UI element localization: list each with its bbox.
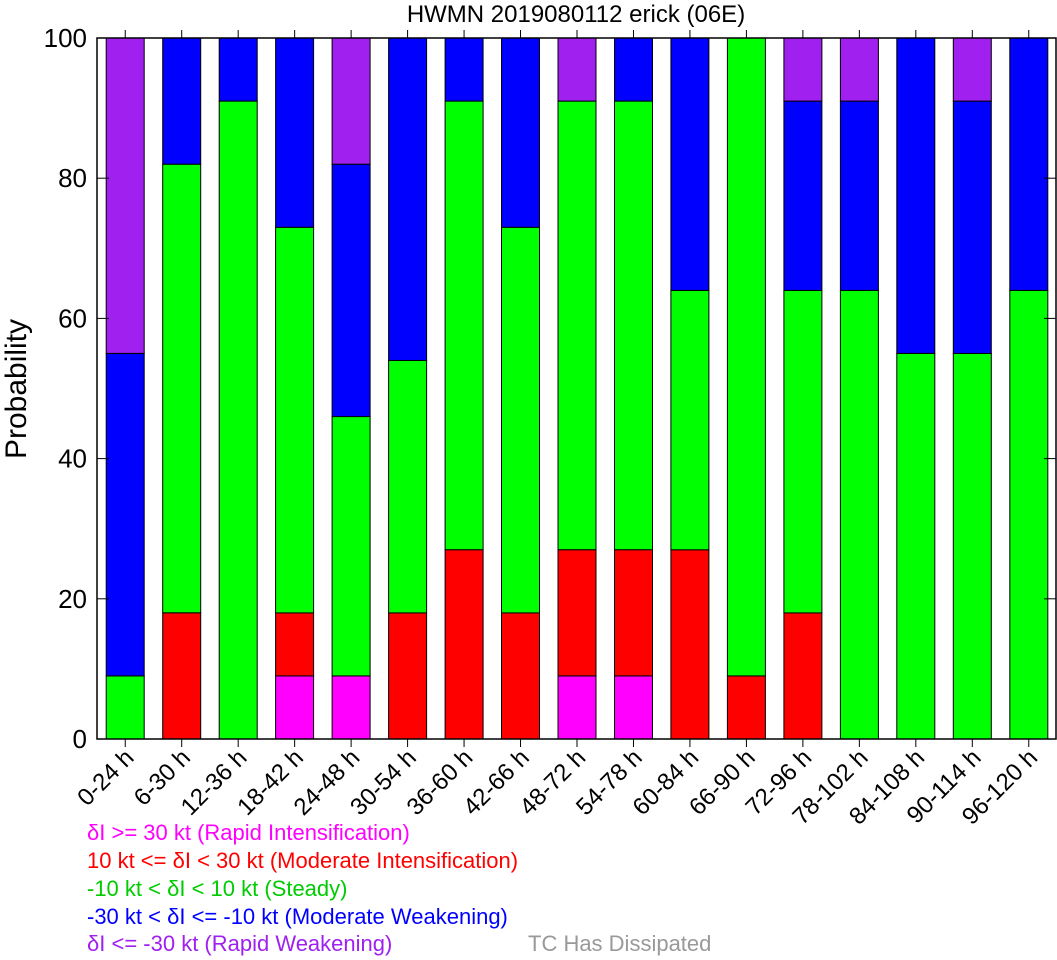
- bar-segment-42-66h-s1: [501, 612, 540, 740]
- bar-segment-24-48h-s4: [331, 37, 371, 165]
- bar-segment-12-36h-s3: [218, 37, 258, 102]
- bar-segment-48-72h-s1: [557, 549, 597, 677]
- chart-title: HWMN 2019080112 erick (06E): [407, 1, 745, 28]
- bar-segment-72-96h-s4: [783, 37, 823, 102]
- legend-rapid-weakening: δI <= -30 kt (Rapid Weakening): [87, 931, 393, 956]
- bar-segment-84-108h-s2: [896, 352, 936, 740]
- bar-segment-78-102h-s3: [839, 100, 879, 291]
- bar-segment-36-60h-s1: [444, 549, 484, 740]
- x-tick-label: 0-24 h: [72, 744, 139, 811]
- bar-segment-42-66h-s3: [501, 37, 540, 228]
- bar-segment-60-84h-s2: [670, 289, 710, 551]
- y-tick-label: 60: [58, 303, 87, 333]
- bar-segment-72-96h-s3: [783, 100, 823, 291]
- bar-segment-6-30h-s2: [162, 163, 202, 614]
- bar-segment-24-48h-s3: [331, 163, 371, 418]
- bar-segment-18-42h-s1: [275, 612, 315, 677]
- bar-segment-96-120h-s3: [1009, 37, 1049, 291]
- y-tick-label: 40: [58, 444, 87, 474]
- bar-segment-72-96h-s2: [783, 289, 823, 614]
- bar-segment-60-84h-s1: [670, 549, 710, 740]
- bar-segment-66-90h-s1: [726, 675, 766, 740]
- bar-segment-36-60h-s2: [444, 100, 484, 551]
- y-tick-label: 0: [73, 724, 87, 754]
- bar-segment-24-48h-s0: [331, 675, 371, 740]
- bar-segment-30-54h-s3: [388, 37, 428, 361]
- y-axis-label: Probability: [0, 319, 33, 459]
- bar-segment-12-36h-s2: [218, 100, 258, 740]
- plot-frame: [96, 37, 1057, 740]
- bar-segment-18-42h-s3: [275, 37, 315, 228]
- axes-group: 0 20 40 60 80 100: [44, 23, 1057, 754]
- legend-tc-dissipated: TC Has Dissipated: [528, 931, 712, 956]
- bar-segment-48-72h-s2: [557, 100, 597, 551]
- bar-segment-6-30h-s3: [162, 37, 202, 165]
- legend-moderate-weakening: -30 kt < δI <= -10 kt (Moderate Weakenin…: [87, 904, 508, 929]
- bar-segment-48-72h-s0: [557, 675, 597, 740]
- bar-segment-6-30h-s1: [162, 612, 202, 740]
- bar-segment-54-78h-s1: [614, 549, 653, 677]
- bar-segment-66-90h-s2: [726, 37, 766, 677]
- bar-segment-0-24h-s3: [105, 352, 145, 677]
- bar-segment-78-102h-s4: [839, 37, 879, 102]
- bar-segment-90-114h-s4: [952, 37, 992, 102]
- bar-segment-84-108h-s3: [896, 37, 936, 354]
- bar-segment-0-24h-s2: [105, 675, 145, 740]
- bar-segment-96-120h-s2: [1009, 289, 1049, 740]
- legend-steady: -10 kt < δI < 10 kt (Steady): [87, 876, 348, 901]
- bar-segment-54-78h-s0: [614, 675, 653, 740]
- bar-segment-54-78h-s3: [614, 37, 653, 102]
- bar-segment-24-48h-s2: [331, 416, 371, 677]
- bar-segment-60-84h-s3: [670, 37, 710, 291]
- x-tick-labels: 0-24 h6-30 h12-36 h18-42 h24-48 h30-54 h…: [72, 744, 1043, 830]
- bar-segment-18-42h-s0: [275, 675, 315, 740]
- bar-segment-90-114h-s3: [952, 100, 992, 354]
- bar-segment-42-66h-s2: [501, 226, 540, 614]
- bar-segment-90-114h-s2: [952, 352, 992, 740]
- bar-segment-54-78h-s2: [614, 100, 653, 551]
- bar-segment-78-102h-s2: [839, 289, 879, 740]
- bar-segment-48-72h-s4: [557, 37, 597, 102]
- bar-segment-30-54h-s2: [388, 360, 428, 614]
- y-tick-label: 80: [58, 163, 87, 193]
- bar-segment-72-96h-s1: [783, 612, 823, 740]
- legend-rapid-intensification: δI >= 30 kt (Rapid Intensification): [87, 820, 410, 845]
- bar-segment-36-60h-s3: [444, 37, 484, 102]
- y-tick-label: 100: [44, 23, 87, 53]
- y-tick-label: 20: [58, 584, 87, 614]
- bar-segment-0-24h-s4: [105, 37, 145, 354]
- bar-segment-18-42h-s2: [275, 226, 315, 614]
- bars-group: [105, 37, 1049, 740]
- legend-moderate-intensification: 10 kt <= δI < 30 kt (Moderate Intensific…: [87, 848, 519, 873]
- bar-segment-30-54h-s1: [388, 612, 428, 740]
